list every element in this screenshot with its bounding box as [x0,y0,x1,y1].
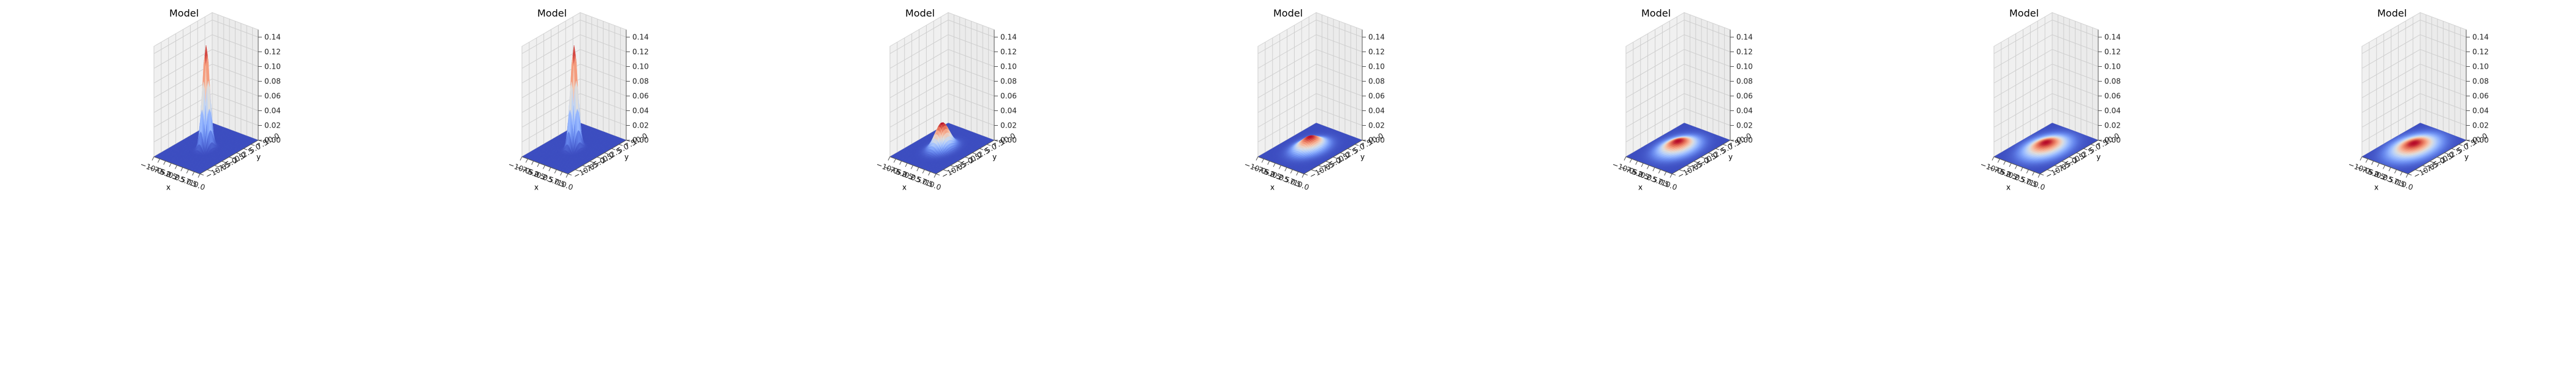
subplot-3: Model −10.0 −7.5 −5.0 −2.5 0.0 2.5 5.0 7.5 10.0−… [736,0,1104,368]
grid-line [521,48,627,83]
y-tick [243,148,248,150]
x-tick [151,156,155,161]
x-tick-label: 7.5 [553,177,567,189]
x-tick-label: 0.0 [167,171,182,183]
x-tick-label: 10.0 [556,178,574,192]
z-tick-label: 0.06 [632,92,649,101]
x-axis-label: x [534,183,539,192]
y-tick [618,144,623,146]
y-tick [567,174,572,175]
x-tick [537,163,540,167]
z-tick-label: 0.10 [264,63,281,71]
y-tick [582,165,586,167]
plot-area: −10.0−7.5−5.0−2.50.02.55.07.510.0−10.0−7… [875,12,1017,192]
z-tick-label: 0.10 [632,63,649,71]
y-tick [575,169,580,172]
y-tick [221,161,226,163]
z-tick-label: 0.12 [264,48,281,56]
x-tick-label: 7.5 [185,177,199,189]
grid-line [889,63,995,98]
y-tick [611,148,616,150]
z-tick-label: 0.12 [632,48,649,56]
grid-line [889,48,995,83]
z-tick-label: 0.02 [632,121,649,130]
x-tick [163,161,166,165]
y-tick [589,161,594,163]
grid-line [153,19,259,54]
grid-line [889,107,995,142]
y-tick [207,169,212,172]
grid-line [521,78,627,113]
panel-title: Model [905,7,935,19]
z-tick-label: 0.14 [264,33,281,42]
y-tick [236,152,240,155]
y-tick [214,165,218,167]
x-tick-label: 2.5 [173,172,187,185]
grid-line [521,107,627,142]
grid-line [153,48,259,83]
x-tick [531,161,534,165]
grid-line [521,63,627,98]
x-tick [175,165,177,169]
x-tick [525,158,528,163]
z-tick-label: 0.08 [264,77,281,86]
x-tick-label: 2.5 [541,172,555,185]
subplot-1: Model −10.0 −7.5 −5.0 −2.5 0.0 2.5 5.0 7.5 10.0−… [0,0,368,368]
grid-line [521,93,627,128]
x-tick-label: 0.0 [535,171,550,183]
panel-title: Model [169,7,199,19]
y-axis-label: y [624,153,629,161]
z-tick-label: 0.06 [264,92,281,101]
grid-line [889,93,995,128]
x-tick [169,163,172,167]
grid-line [889,19,995,54]
grid-line [153,107,259,142]
x-tick [519,156,523,161]
grid-line [153,63,259,98]
x-tick-label: 5.0 [546,175,561,187]
z-tick-label: 0.02 [264,121,281,130]
y-tick [199,174,204,175]
x-tick-label: 5.0 [178,175,193,187]
z-tick-label: 0.04 [632,107,649,115]
x-tick-label: 10.0 [188,178,206,192]
x-tick [180,167,183,172]
x-tick [186,169,189,174]
z-tick-label: 0.08 [632,77,649,86]
subplot-2: Model −10.0 −7.5 −5.0 −2.5 0.0 2.5 5.0 7.5 10.0−… [368,0,736,368]
y-tick [597,156,601,159]
y-tick [229,156,233,159]
x-axis-label: x [166,183,171,192]
grid-line [889,78,995,113]
z-tick-label: 0.04 [264,107,281,115]
x-tick [548,167,551,172]
panel-title: Model [537,7,567,19]
x-tick [565,174,569,178]
grid-line [153,78,259,113]
y-tick [250,144,255,146]
x-tick [192,171,195,176]
x-tick [560,171,563,176]
x-tick [197,174,201,178]
grid-line [153,93,259,128]
plot-area: −10.0−7.5−5.0−2.50.02.55.07.510.0−10.0−7… [507,12,649,192]
z-tick-label: 0.14 [632,33,649,42]
x-tick [157,158,160,163]
x-tick [554,169,557,174]
grid-line [153,34,259,69]
grid-line [521,19,627,54]
x-tick [543,165,545,169]
y-axis-label: y [256,153,261,161]
z-tick-label: 0.00 [264,136,281,145]
surface [889,122,995,174]
surface [521,45,627,174]
grid-line [889,34,995,69]
grid-line [521,34,627,69]
surface [153,45,259,174]
plot-area: −10.0−7.5−5.0−2.50.02.55.07.510.0−10.0−7… [139,12,281,192]
y-tick [604,152,608,155]
z-tick-label: 0.00 [632,136,649,145]
